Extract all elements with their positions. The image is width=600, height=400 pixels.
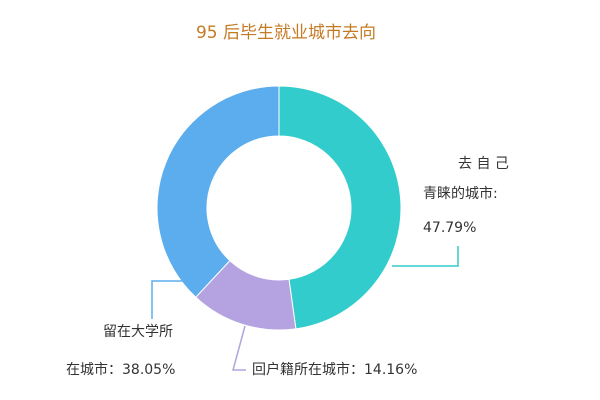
slice-label-1-line-1: 回户籍所在城市：14.16%	[252, 361, 417, 378]
slice-label-0-line-2: 青睐的城市:	[423, 185, 498, 202]
donut-slice-0	[278, 85, 402, 330]
slice-label-2-line-1: 留在大学所	[103, 324, 173, 340]
donut-slice-2	[156, 85, 280, 298]
leader-line-slice-1	[232, 325, 246, 371]
slices-group	[156, 85, 402, 331]
leader-line-slice-2	[151, 280, 184, 319]
slice-label-0-line-3: 47.79%	[423, 220, 476, 236]
slice-label-0-line-1: 去 自 己	[458, 156, 509, 172]
chart-title: 95 后毕生就业城市去向	[196, 23, 376, 43]
leader-line-slice-0	[392, 246, 459, 267]
slice-label-2-line-2: 在城市：38.05%	[66, 361, 175, 378]
